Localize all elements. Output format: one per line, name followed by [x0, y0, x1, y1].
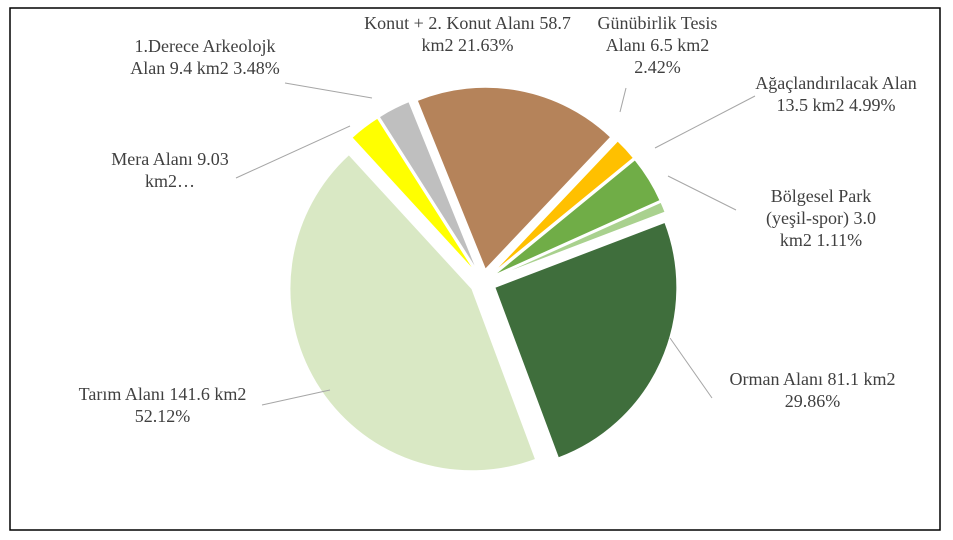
data-label: Bölgesel Park (yeşil-spor) 3.0 km2 1.11% — [755, 185, 887, 251]
leader-line — [284, 82, 373, 99]
leader-line — [261, 389, 331, 406]
value-label: 81.1 km2 29.86% — [784, 369, 896, 411]
pie-slice — [492, 140, 635, 274]
category-label: Mera Alanı — [111, 149, 193, 169]
data-label: Mera Alanı 9.03 km2… — [100, 148, 240, 192]
pie-slice — [289, 154, 537, 472]
pie-slice — [378, 101, 478, 271]
value-label: 3.0 km2 1.11% — [779, 208, 876, 250]
data-label: 1.Derece Arkeolojk Alan 9.4 km2 3.48% — [130, 35, 280, 79]
pie-slice — [351, 117, 476, 273]
category-label: Günübirlik Tesis Alanı — [597, 13, 718, 55]
category-label: Bölgesel Park (yeşil-spor) — [766, 186, 872, 228]
category-label: Konut + 2. Konut Alanı — [364, 13, 535, 33]
value-label: 9.03 km2… — [144, 149, 229, 191]
pie-slice — [493, 159, 661, 276]
value-label: 6.5 km2 2.42% — [634, 35, 710, 77]
value-label: 13.5 km2 4.99% — [776, 95, 896, 115]
value-label: 141.6 km2 52.12% — [134, 384, 247, 426]
data-label: Konut + 2. Konut Alanı 58.7 km2 21.63% — [355, 12, 580, 56]
data-label: Günübirlik Tesis Alanı 6.5 km2 2.42% — [590, 12, 725, 78]
category-label: Tarım Alanı — [78, 384, 165, 404]
data-label: Orman Alanı 81.1 km2 29.86% — [725, 368, 900, 412]
pie-slice — [494, 201, 666, 278]
value-label: 9.4 km2 3.48% — [169, 58, 280, 78]
value-label: 58.7 km2 21.63% — [421, 13, 571, 55]
leader-line — [619, 87, 627, 113]
leader-line — [669, 337, 713, 399]
leader-line — [235, 125, 351, 179]
leader-line — [654, 95, 756, 149]
category-label: 1.Derece Arkeolojk Alan — [130, 36, 276, 78]
leader-line — [667, 175, 737, 211]
data-label: Ağaçlandırılacak Alan 13.5 km2 4.99% — [752, 72, 920, 116]
category-label: Ağaçlandırılacak Alan — [755, 73, 917, 93]
category-label: Orman Alanı — [729, 369, 823, 389]
pie-slice — [494, 221, 678, 459]
pie-slice — [416, 86, 612, 271]
data-label: Tarım Alanı 141.6 km2 52.12% — [60, 383, 265, 427]
